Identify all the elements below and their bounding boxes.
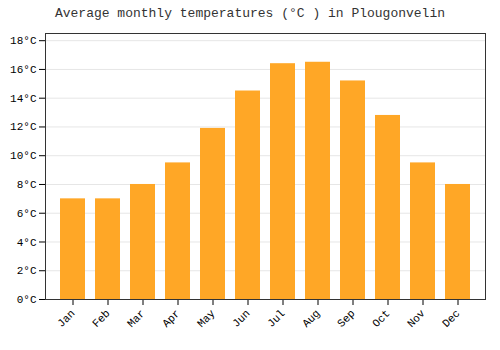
svg-text:14°C: 14°C	[10, 93, 37, 105]
svg-text:12°C: 12°C	[10, 121, 37, 133]
svg-text:Dec: Dec	[440, 307, 462, 329]
html-text:Average monthly temperatures (: Average monthly temperatures (°C ) in Pl…	[55, 6, 445, 21]
svg-text:16°C: 16°C	[10, 64, 37, 76]
svg-text:Sep: Sep	[335, 307, 357, 329]
svg-text:10°C: 10°C	[10, 150, 37, 162]
svg-text:4°C: 4°C	[17, 237, 37, 249]
svg-text:Mar: Mar	[125, 307, 147, 329]
svg-text:2°C: 2°C	[17, 265, 37, 277]
svg-text:Nov: Nov	[405, 307, 428, 330]
svg-text:0°C: 0°C	[17, 294, 37, 306]
svg-text:6°C: 6°C	[17, 208, 37, 220]
svg-text:May: May	[195, 307, 218, 330]
svg-text:Jul: Jul	[265, 307, 287, 329]
svg-text:Aug: Aug	[300, 307, 322, 329]
svg-text:8°C: 8°C	[17, 179, 37, 191]
svg-text:18°C: 18°C	[10, 35, 37, 47]
svg-text:Apr: Apr	[160, 307, 182, 329]
svg-text:Feb: Feb	[90, 307, 112, 329]
svg-text:Oct: Oct	[370, 307, 392, 329]
svg-text:Jun: Jun	[230, 307, 252, 329]
svg-text:Jan: Jan	[55, 307, 77, 329]
